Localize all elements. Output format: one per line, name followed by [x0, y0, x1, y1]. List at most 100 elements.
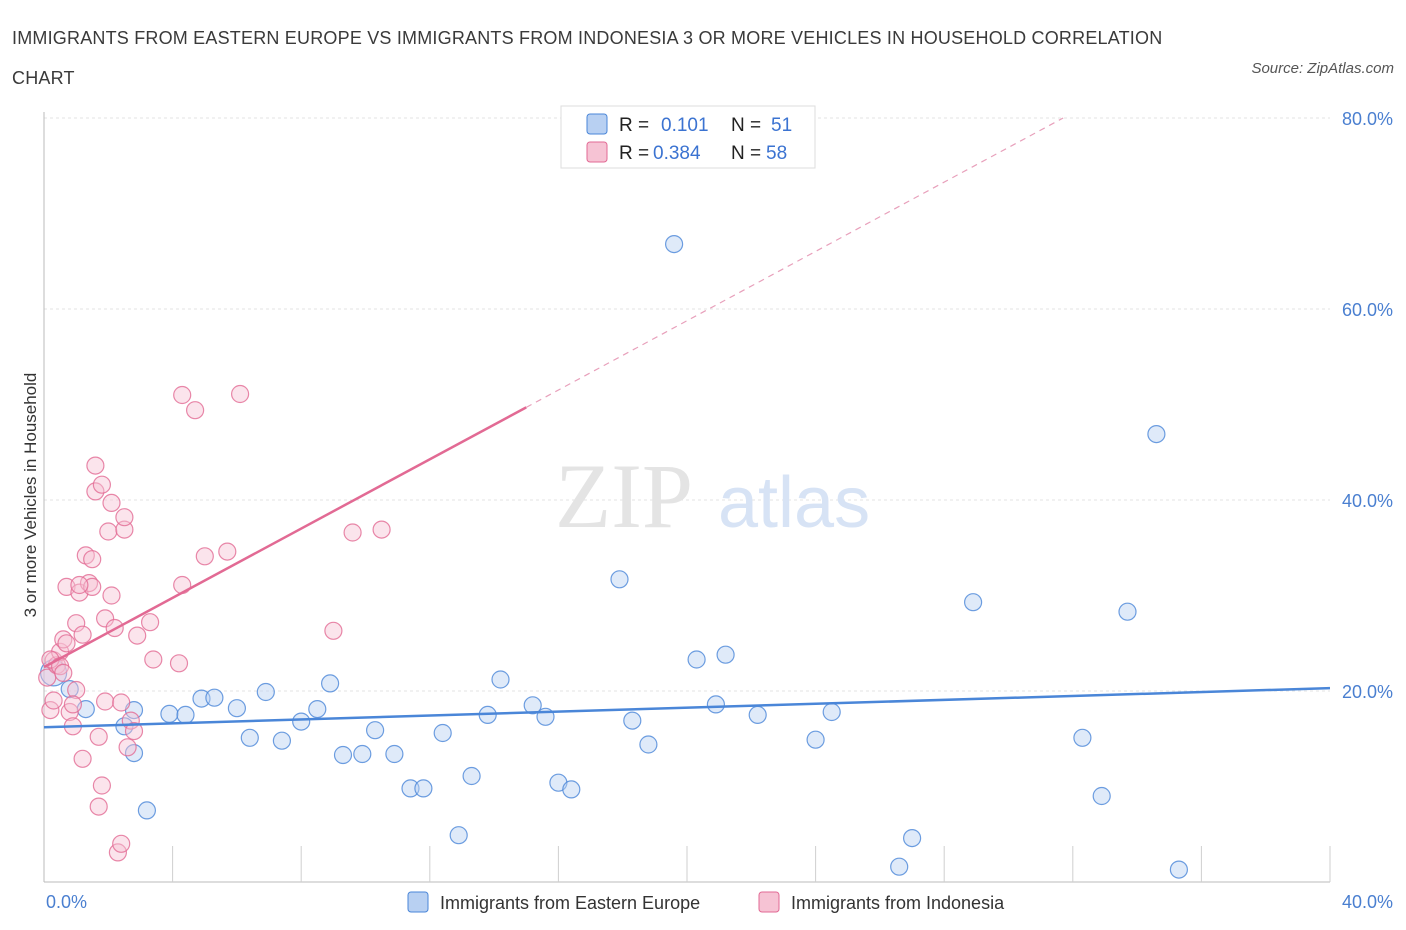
- point-eastern-europe: [414, 779, 433, 798]
- point-eastern-europe: [333, 745, 353, 765]
- point-eastern-europe: [256, 682, 275, 702]
- point-eastern-europe: [1147, 425, 1166, 444]
- point-eastern-europe: [1169, 860, 1189, 879]
- point-eastern-europe: [664, 235, 684, 254]
- point-eastern-europe: [890, 857, 909, 876]
- point-eastern-europe: [401, 779, 420, 798]
- point-eastern-europe: [963, 593, 983, 612]
- point-indonesia: [63, 695, 83, 714]
- point-eastern-europe: [610, 570, 629, 589]
- gridlines: [44, 117, 1330, 692]
- point-indonesia: [70, 575, 89, 595]
- point-eastern-europe: [60, 679, 79, 699]
- point-eastern-europe: [706, 695, 726, 714]
- y-tick-label: 80.0%: [1342, 109, 1393, 129]
- point-indonesia: [95, 609, 115, 628]
- point-eastern-europe: [160, 704, 179, 724]
- point-indonesia: [186, 401, 205, 420]
- point-indonesia: [144, 650, 163, 669]
- point-eastern-europe: [353, 744, 372, 764]
- x-tick-label-max: 40.0%: [1342, 892, 1393, 912]
- legend-r-value: 0.101: [661, 115, 709, 136]
- y-tick-label: 20.0%: [1342, 682, 1393, 702]
- legend-n-label: N =: [731, 143, 761, 164]
- point-eastern-europe: [806, 730, 825, 749]
- point-indonesia: [41, 700, 60, 720]
- point-eastern-europe: [272, 731, 291, 750]
- y-tick-label: 60.0%: [1342, 300, 1393, 320]
- x-tick-label-min: 0.0%: [46, 892, 87, 912]
- point-eastern-europe: [308, 699, 327, 719]
- legend: R = 0.101 N = 51 R = 0.384 N = 58: [560, 105, 816, 169]
- point-eastern-europe: [385, 744, 404, 764]
- legend-r-value: 0.384: [653, 143, 701, 164]
- point-indonesia: [218, 542, 237, 561]
- point-indonesia: [102, 586, 121, 605]
- bottom-legend-swatch-eastern-europe: [407, 891, 429, 913]
- point-indonesia: [195, 547, 214, 566]
- trend-lines: [43, 117, 1331, 729]
- point-eastern-europe: [205, 688, 224, 707]
- legend-n-label: N =: [731, 115, 761, 136]
- watermark-zip: ZIP: [555, 445, 693, 547]
- y-axis-label: 3 or more Vehicles in Household: [21, 373, 40, 618]
- point-eastern-europe: [639, 735, 658, 754]
- point-eastern-europe: [137, 801, 156, 820]
- point-indonesia: [89, 797, 108, 816]
- watermark: ZIP atlas: [555, 445, 870, 547]
- point-eastern-europe: [192, 689, 211, 708]
- bottom-legend-label-eastern-europe: Immigrants from Eastern Europe: [440, 893, 700, 913]
- legend-n-value: 58: [766, 143, 787, 164]
- point-eastern-europe: [1118, 602, 1137, 621]
- point-indonesia: [141, 613, 160, 632]
- point-indonesia: [95, 692, 115, 711]
- point-indonesia: [92, 776, 112, 795]
- point-eastern-europe: [292, 712, 311, 731]
- point-indonesia: [86, 456, 105, 475]
- point-indonesia: [57, 634, 76, 653]
- point-indonesia: [112, 693, 131, 712]
- point-indonesia: [115, 508, 134, 527]
- point-indonesia: [231, 384, 250, 404]
- point-eastern-europe: [176, 705, 195, 725]
- point-indonesia: [67, 680, 86, 700]
- point-indonesia: [54, 663, 73, 683]
- point-indonesia: [169, 654, 189, 673]
- point-indonesia: [44, 691, 63, 710]
- point-indonesia: [372, 520, 391, 539]
- legend-r-label: R =: [619, 143, 649, 164]
- point-indonesia: [118, 738, 137, 757]
- point-eastern-europe: [449, 826, 468, 845]
- point-indonesia: [102, 493, 121, 512]
- point-eastern-europe: [716, 645, 735, 664]
- point-indonesia: [115, 520, 134, 539]
- data-points: [38, 235, 1189, 879]
- point-indonesia: [83, 550, 102, 569]
- point-indonesia: [112, 834, 131, 853]
- point-indonesia: [173, 575, 192, 595]
- legend-n-value: 51: [771, 115, 792, 136]
- point-eastern-europe: [1092, 786, 1111, 806]
- chart-title: IMMIGRANTS FROM EASTERN EUROPE VS IMMIGR…: [12, 28, 1163, 88]
- watermark-atlas: atlas: [718, 463, 870, 543]
- point-indonesia: [73, 625, 92, 644]
- point-indonesia: [92, 475, 112, 494]
- point-indonesia: [124, 721, 144, 741]
- point-eastern-europe: [687, 650, 706, 669]
- point-indonesia: [99, 522, 118, 541]
- bottom-legend-label-indonesia: Immigrants from Indonesia: [791, 893, 1005, 913]
- legend-swatch-indonesia: [586, 141, 608, 163]
- point-indonesia: [67, 614, 86, 633]
- point-eastern-europe: [623, 711, 642, 730]
- legend-swatch-eastern-europe: [586, 113, 608, 135]
- point-eastern-europe: [321, 674, 340, 693]
- trend-line-indonesia-extension: [525, 117, 1064, 408]
- point-eastern-europe: [462, 766, 481, 786]
- tick-labels: 20.0% 40.0% 60.0% 80.0% 0.0% 40.0%: [46, 109, 1393, 912]
- bottom-legend: Immigrants from Eastern Europe Immigrant…: [407, 891, 1005, 913]
- point-eastern-europe: [227, 699, 246, 718]
- point-eastern-europe: [433, 723, 452, 743]
- trend-line-indonesia: [43, 406, 527, 669]
- point-eastern-europe: [491, 670, 510, 689]
